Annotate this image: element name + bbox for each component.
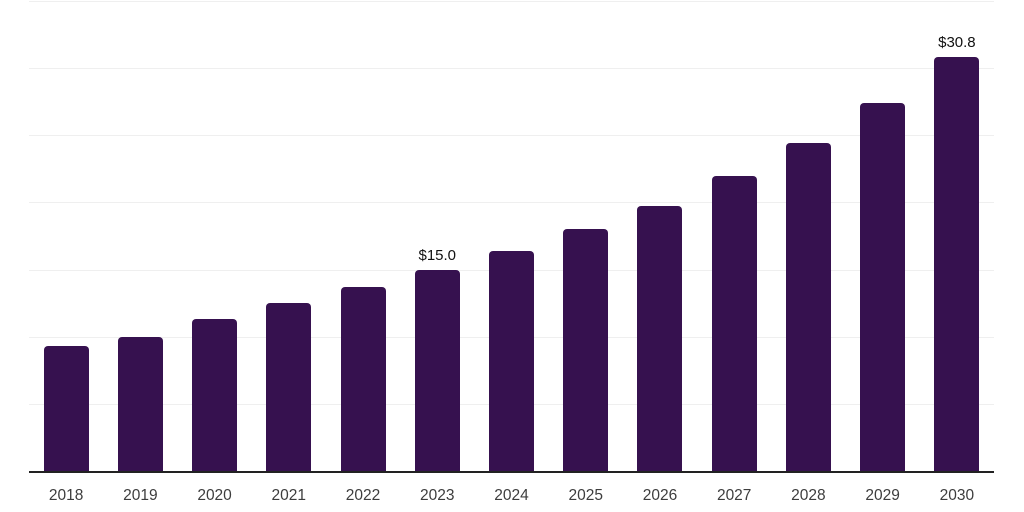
- bar-2029: [860, 103, 906, 471]
- x-tick-label-2027: 2027: [716, 487, 752, 504]
- bar-2023: [414, 269, 460, 471]
- x-tick-label-2022: 2022: [345, 487, 381, 504]
- x-tick-label-2020: 2020: [197, 487, 232, 504]
- bar-2026: [637, 206, 683, 471]
- bar-2027: [711, 175, 757, 471]
- x-tick-label-2025: 2025: [568, 487, 603, 504]
- bar-value-label-2023: $15.0: [418, 246, 457, 264]
- bar-2025: [563, 229, 609, 471]
- bar-2021: [266, 303, 312, 471]
- x-tick-label-2019: 2019: [123, 487, 158, 504]
- x-tick-label-2026: 2026: [642, 487, 678, 504]
- x-tick-label-2021: 2021: [271, 487, 307, 504]
- x-tick-label-2029: 2029: [865, 487, 900, 504]
- x-axis-line: [29, 471, 994, 473]
- gridline: [29, 1, 994, 2]
- x-tick-label-2018: 2018: [48, 487, 84, 504]
- bar-2020: [192, 319, 238, 471]
- gridline: [29, 202, 994, 204]
- bar-2030: [934, 57, 980, 471]
- x-tick-label-2030: 2030: [939, 487, 975, 504]
- x-tick-label-2024: 2024: [494, 487, 529, 504]
- bar-value-label-2030: $30.8: [938, 34, 976, 52]
- bar-2018: [43, 346, 89, 471]
- gridline: [29, 135, 994, 137]
- bar-2028: [785, 143, 831, 471]
- plot-area: 2018 2019 2020 2021 2022 $15.0 2023 2024 2025 202…: [29, 1, 994, 504]
- x-tick-label-2028: 2028: [791, 487, 826, 504]
- bar-2022: [340, 287, 386, 471]
- bar-2019: [117, 336, 163, 471]
- bar-2024: [489, 250, 534, 471]
- x-tick-label-2023: 2023: [420, 487, 455, 504]
- gridline: [29, 68, 994, 70]
